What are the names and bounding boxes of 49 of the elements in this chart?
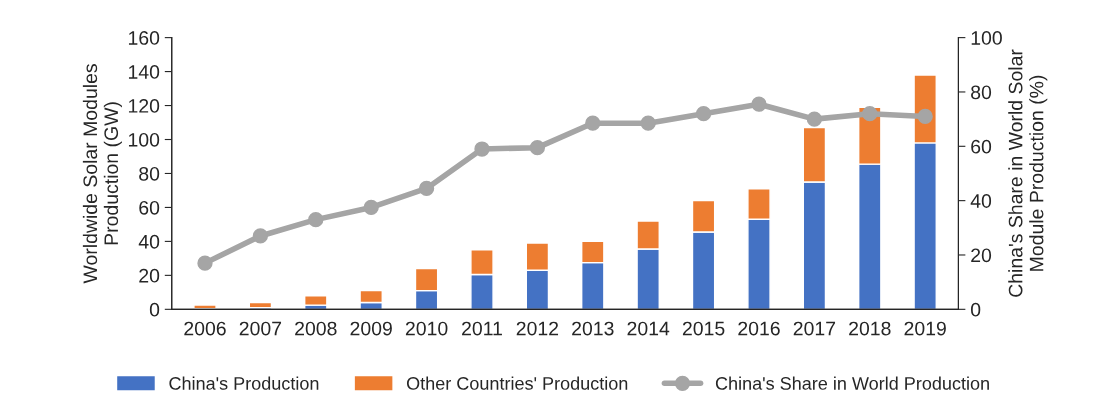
x-tick-label: 2014: [627, 321, 670, 336]
point: [585, 115, 601, 131]
x-tick-label: 2016: [738, 321, 780, 336]
y-tick-label: 20: [139, 268, 160, 283]
point: [474, 141, 490, 157]
y2-tick-label: 100: [971, 31, 1002, 45]
x-tick-label: 2015: [682, 321, 725, 336]
y2-tick-label: 20: [971, 248, 992, 263]
y-tick-label: 120: [128, 99, 160, 113]
y2-tick-label: 0: [970, 302, 981, 317]
y-tick-label: 100: [128, 132, 160, 147]
y2-tick-label: 60: [971, 139, 992, 154]
x-tick-label: 2009: [350, 321, 392, 336]
x-tick-label: 2019: [904, 321, 946, 336]
y2-tick-label: 40: [970, 194, 992, 208]
point: [806, 111, 823, 127]
y-tick-label: 80: [139, 166, 160, 181]
point: [418, 180, 435, 197]
y2-axis-title: China's Share in World Solar Module Production (%): [1008, 49, 1048, 297]
x-tick-label: 2013: [572, 321, 614, 336]
x-tick-label: 2011: [462, 321, 502, 336]
x-tick-label: 2008: [295, 321, 337, 336]
x-tick-label: 2017: [793, 321, 836, 336]
point: [751, 96, 767, 112]
point: [640, 115, 656, 131]
x-tick-label: 2012: [516, 321, 559, 336]
legend-label: Other Countries' Production: [406, 376, 628, 390]
legend-label: China's Share in World Production: [715, 376, 989, 390]
x-tick-label: 2010: [405, 321, 448, 336]
y2-tick-label: 80: [971, 85, 992, 100]
point: [363, 199, 379, 216]
x-tick-label: 2007: [239, 321, 282, 336]
point: [917, 108, 933, 125]
point: [197, 255, 213, 271]
y-tick-label: 60: [139, 200, 160, 215]
y-axis-title: Worldwide Solar Modules Production (GW): [82, 64, 122, 284]
point: [529, 140, 546, 156]
y-tick-label: 0: [149, 302, 160, 317]
point: [252, 228, 269, 244]
x-tick-label: 2006: [184, 321, 226, 336]
legend-label: China's Production: [169, 376, 319, 390]
y-tick-label: 40: [138, 234, 160, 249]
y-tick-label: 160: [128, 31, 160, 45]
point: [862, 106, 878, 122]
point: [308, 212, 324, 228]
bar: [304, 295, 328, 306]
x-tick-label: 2018: [849, 321, 891, 336]
point: [695, 106, 712, 122]
y-tick-label: 140: [128, 65, 160, 79]
